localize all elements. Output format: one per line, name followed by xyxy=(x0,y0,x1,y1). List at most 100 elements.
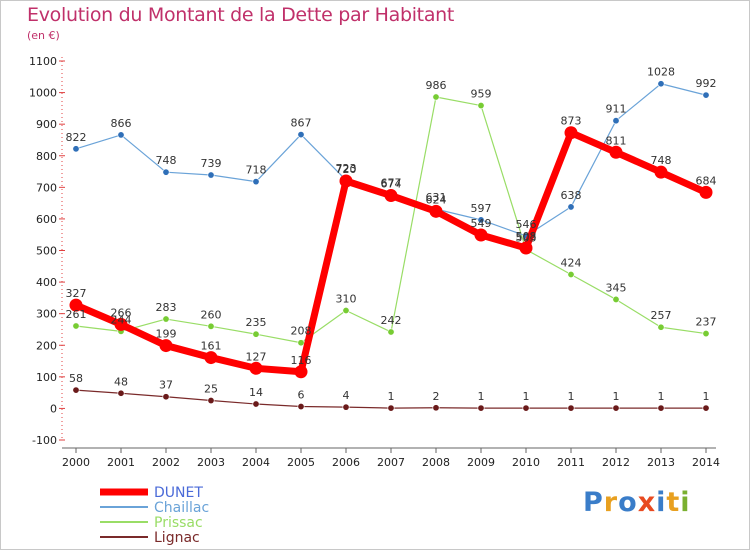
data-point-dunet xyxy=(654,165,668,179)
legend-label-dunet: DUNET xyxy=(154,485,203,501)
data-label-dunet: 684 xyxy=(696,174,717,187)
data-label-prissac: 310 xyxy=(336,293,357,306)
data-point-prissac xyxy=(702,330,710,338)
data-label-chaillac: 677 xyxy=(381,177,402,190)
data-label-lignac: 1 xyxy=(703,390,710,403)
y-tick-label: 500 xyxy=(36,245,57,258)
data-point-dunet xyxy=(384,189,398,203)
x-tick-label: 2002 xyxy=(152,456,180,469)
data-label-lignac: 2 xyxy=(433,390,440,403)
data-label-prissac: 237 xyxy=(696,316,717,329)
data-label-chaillac: 866 xyxy=(111,117,132,130)
data-point-prissac xyxy=(477,102,485,110)
data-label-prissac: 986 xyxy=(426,79,447,92)
data-label-dunet: 508 xyxy=(516,230,537,243)
data-point-prissac xyxy=(612,295,620,303)
data-point-dunet xyxy=(474,228,488,242)
data-label-dunet: 266 xyxy=(111,306,132,319)
data-label-dunet: 199 xyxy=(156,328,177,341)
y-tick-label: 200 xyxy=(36,339,57,352)
data-point-lignac xyxy=(477,404,485,412)
data-point-dunet xyxy=(294,365,308,379)
data-point-lignac xyxy=(252,400,260,408)
data-point-lignac xyxy=(612,404,620,412)
data-point-chaillac xyxy=(207,171,215,179)
logo-letter: i xyxy=(656,487,667,518)
data-point-chaillac xyxy=(117,131,125,139)
data-label-prissac: 257 xyxy=(651,309,672,322)
x-tick-label: 2000 xyxy=(62,456,90,469)
x-tick-label: 2009 xyxy=(467,456,495,469)
data-label-chaillac: 822 xyxy=(66,131,87,144)
data-label-lignac: 4 xyxy=(343,389,350,402)
data-point-dunet xyxy=(339,174,353,188)
logo-letter: i xyxy=(680,487,691,518)
data-label-chaillac: 631 xyxy=(426,191,447,204)
data-label-prissac: 345 xyxy=(606,281,627,294)
data-label-dunet: 116 xyxy=(291,354,312,367)
data-label-dunet: 720 xyxy=(336,163,357,176)
data-point-lignac xyxy=(657,404,665,412)
y-tick-label: 1100 xyxy=(29,55,57,68)
data-point-dunet xyxy=(564,126,578,140)
data-label-chaillac: 867 xyxy=(291,117,312,130)
data-label-lignac: 1 xyxy=(523,390,530,403)
logo-letter: r xyxy=(603,487,619,518)
data-label-chaillac: 546 xyxy=(516,218,537,231)
data-label-prissac: 503 xyxy=(516,232,537,245)
data-point-lignac xyxy=(117,389,125,397)
data-label-chaillac: 1028 xyxy=(647,66,675,79)
data-point-dunet xyxy=(114,317,128,331)
data-point-dunet xyxy=(429,204,443,218)
proxiti-logo: Proxiti xyxy=(583,487,691,518)
data-label-chaillac: 597 xyxy=(471,202,492,215)
data-point-prissac xyxy=(387,328,395,336)
data-point-lignac xyxy=(567,404,575,412)
x-tick-label: 2013 xyxy=(647,456,675,469)
data-point-lignac xyxy=(432,404,440,412)
data-point-prissac xyxy=(72,322,80,330)
data-label-prissac: 260 xyxy=(201,308,222,321)
y-tick-label: 900 xyxy=(36,118,57,131)
data-point-prissac xyxy=(252,330,260,338)
x-tick-label: 2010 xyxy=(512,456,540,469)
data-point-dunet xyxy=(159,339,173,353)
logo-letter: x xyxy=(637,487,657,518)
y-tick-label: 300 xyxy=(36,308,57,321)
data-point-lignac xyxy=(162,393,170,401)
x-tick-label: 2001 xyxy=(107,456,135,469)
data-label-prissac: 235 xyxy=(246,316,267,329)
y-tick-label: 800 xyxy=(36,150,57,163)
y-tick-label: 0 xyxy=(50,402,57,415)
legend-label-lignac: Lignac xyxy=(154,530,200,546)
data-label-lignac: 1 xyxy=(568,390,575,403)
chart-title: Evolution du Montant de la Dette par Hab… xyxy=(27,4,455,26)
data-label-prissac: 261 xyxy=(66,308,87,321)
data-label-lignac: 1 xyxy=(388,390,395,403)
data-point-lignac xyxy=(387,404,395,412)
data-point-lignac xyxy=(342,403,350,411)
data-point-dunet xyxy=(249,361,263,375)
data-label-dunet: 811 xyxy=(606,134,627,147)
data-point-dunet xyxy=(204,351,218,365)
data-label-dunet: 327 xyxy=(66,287,87,300)
logo-letter: P xyxy=(583,487,604,518)
data-label-dunet: 127 xyxy=(246,350,267,363)
y-tick-label: 400 xyxy=(36,276,57,289)
data-label-dunet: 549 xyxy=(471,217,492,230)
data-point-chaillac xyxy=(162,168,170,176)
x-tick-label: 2006 xyxy=(332,456,360,469)
data-point-lignac xyxy=(702,404,710,412)
data-point-chaillac xyxy=(72,145,80,153)
data-label-prissac: 244 xyxy=(111,313,132,326)
data-label-chaillac: 638 xyxy=(561,189,582,202)
x-tick-label: 2003 xyxy=(197,456,225,469)
data-label-lignac: 14 xyxy=(249,386,263,399)
data-label-chaillac: 718 xyxy=(246,164,267,177)
x-tick-label: 2014 xyxy=(692,456,720,469)
x-tick-label: 2008 xyxy=(422,456,450,469)
data-label-prissac: 242 xyxy=(381,314,402,327)
data-label-lignac: 1 xyxy=(613,390,620,403)
